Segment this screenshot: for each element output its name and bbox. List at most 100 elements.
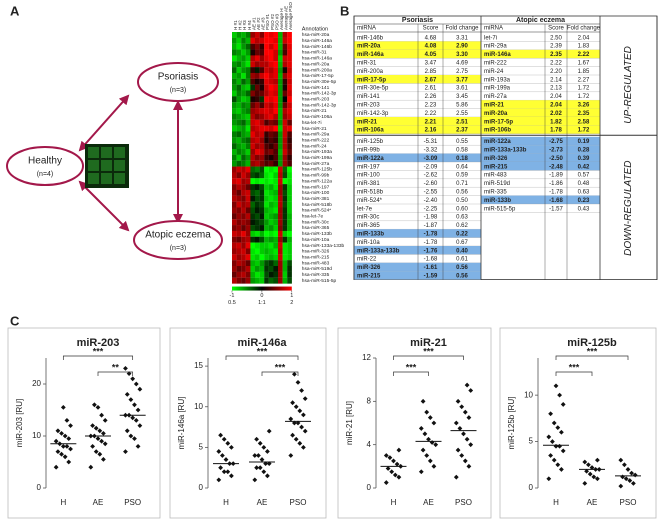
heatmap-cell — [268, 49, 274, 56]
heatmap-cell — [278, 254, 283, 261]
table-cell: 0.71 — [456, 181, 468, 187]
point — [97, 451, 103, 457]
point — [290, 400, 295, 406]
heatmap-cell — [259, 55, 265, 62]
row-label: hsa-miR-326 — [302, 249, 330, 255]
row-label: hsa-miR-133b — [302, 231, 332, 237]
y-tick-label: 0 — [37, 483, 42, 492]
point — [295, 379, 301, 385]
table-cell: 2.37 — [456, 128, 468, 134]
table-cell: 0.58 — [456, 147, 468, 153]
significance-bracket — [555, 355, 629, 360]
heatmap-cell — [282, 195, 288, 202]
heatmap-cell — [268, 230, 274, 237]
heatmap-cell — [287, 160, 292, 167]
heatmap-cell — [250, 49, 256, 56]
heatmap-cell — [255, 49, 260, 56]
heatmap-cell — [250, 166, 256, 173]
heatmap-cell — [232, 84, 237, 91]
point — [218, 432, 223, 438]
table-cell: miR-24 — [484, 69, 504, 75]
point — [97, 428, 103, 434]
table-cell: let-7i — [484, 35, 497, 41]
heatmap-cell — [273, 201, 279, 208]
point — [459, 404, 465, 410]
point — [383, 453, 389, 458]
heatmap-cell — [273, 37, 279, 44]
heatmap-cell — [245, 277, 251, 284]
heatmap-cell — [268, 277, 274, 284]
point — [137, 423, 143, 428]
heatmap-cell — [264, 125, 269, 132]
table-cell: 2.02 — [550, 111, 562, 117]
heatmap-cell — [282, 178, 288, 185]
point — [60, 444, 66, 449]
table-cell: 2.27 — [578, 77, 590, 83]
table-cell: 2.67 — [425, 77, 437, 83]
table-cell: 2.51 — [456, 119, 468, 125]
heatmap-cell — [268, 32, 274, 38]
heatmap-cell — [255, 254, 260, 261]
heatmap-cell — [268, 242, 274, 249]
heatmap-cell — [255, 113, 260, 120]
heatmap-cell — [268, 201, 274, 208]
row-label: hsa-miR-203 — [302, 97, 330, 103]
heatmap-cell — [282, 137, 288, 144]
heatmap-cell — [236, 37, 242, 44]
heatmap-cell — [287, 125, 292, 132]
heatmap-cell — [255, 195, 260, 202]
point — [66, 436, 72, 441]
x-tick-label: PSO — [620, 498, 637, 507]
heatmap-cell — [241, 236, 246, 243]
table-column-header: Score — [548, 26, 564, 32]
point — [418, 469, 424, 475]
row-label: hsa-miR-21 — [302, 126, 327, 132]
table-cell: 1.72 — [578, 128, 590, 134]
heatmap-cell — [273, 49, 279, 56]
heatmap-cell — [268, 78, 274, 85]
heatmap-cell — [273, 43, 279, 50]
significance-label: ** — [112, 362, 120, 372]
heatmap-cell — [232, 90, 237, 97]
point — [464, 436, 470, 442]
heatmap-cell — [259, 166, 265, 173]
heatmap-cell — [232, 72, 237, 79]
point — [66, 459, 72, 465]
heatmap-cell — [241, 277, 246, 284]
heatmap-cell — [287, 55, 292, 62]
heatmap-cell — [273, 149, 279, 155]
heatmap-cell — [236, 108, 242, 114]
heatmap-cell — [282, 260, 288, 267]
point — [95, 436, 101, 441]
heatmap-cell — [245, 72, 251, 79]
y-axis-label: miR-146a [RU] — [177, 397, 186, 450]
table-cell: 0.50 — [456, 198, 468, 204]
heatmap-cell — [232, 166, 237, 173]
heatmap-cell — [250, 207, 256, 214]
point — [257, 440, 263, 446]
heatmap-cell — [264, 236, 269, 243]
heatmap-cell — [282, 67, 288, 74]
heatmap-cell — [245, 78, 251, 85]
point — [297, 440, 303, 446]
heatmap-cell — [287, 149, 292, 155]
heatmap-cell — [236, 32, 242, 38]
heatmap-cell — [273, 113, 279, 120]
y-tick-label: 10 — [194, 402, 203, 411]
colorbar-ratio-label: 0.5 — [228, 300, 236, 306]
table-cell: 0.19 — [578, 139, 590, 145]
row-label: hsa-miR-20a — [302, 32, 330, 38]
point — [133, 381, 139, 387]
column-label: H #4 — [247, 20, 252, 30]
heatmap-cell — [241, 172, 246, 179]
point — [302, 396, 308, 402]
table-cell: 1.83 — [578, 44, 590, 50]
heatmap-cell — [264, 195, 269, 202]
point — [559, 467, 564, 472]
panel-label: C — [10, 313, 20, 328]
heatmap-cell — [273, 189, 279, 196]
heatmap-cell — [245, 108, 251, 114]
heatmap-cell — [273, 254, 279, 261]
heatmap-cell — [241, 242, 246, 249]
heatmap-cell — [287, 236, 292, 243]
